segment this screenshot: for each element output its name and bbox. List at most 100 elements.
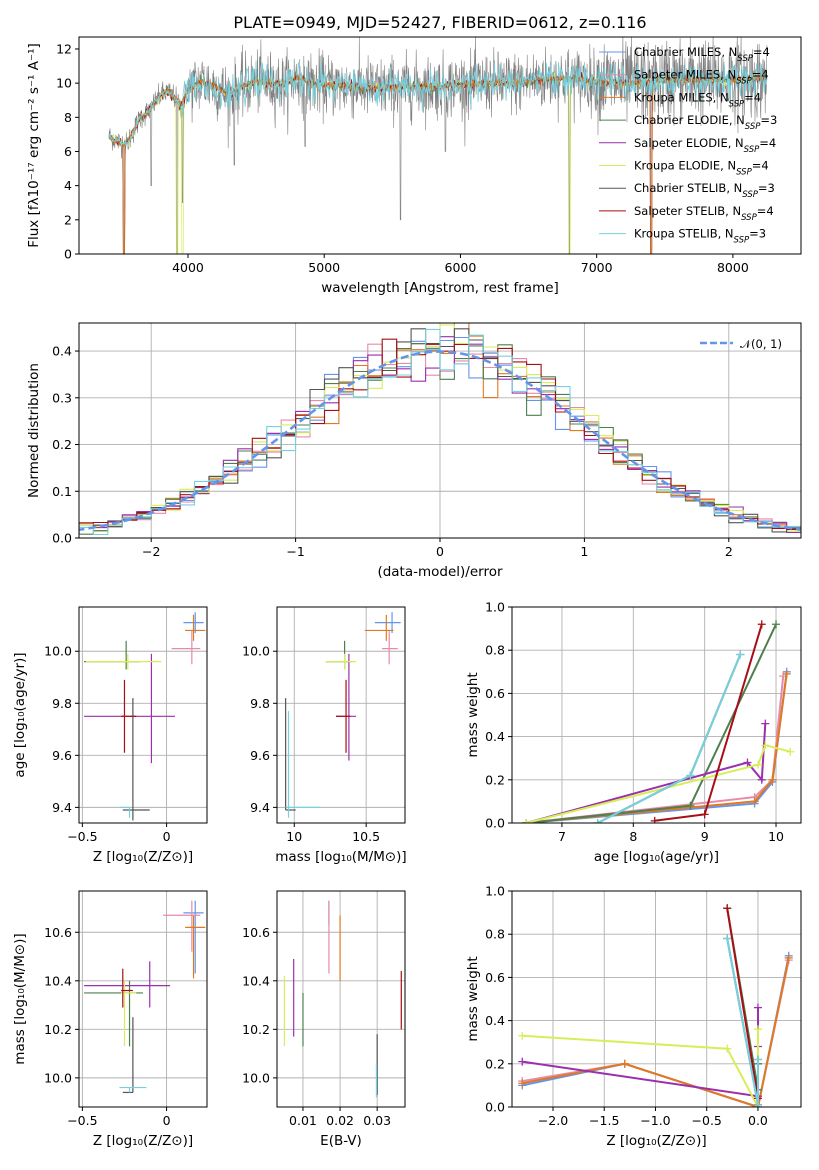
y-tick-label: 9.6 — [52, 748, 72, 763]
errorbar-salpeter-miles — [381, 630, 398, 665]
y-tick-label: 10.2 — [242, 1022, 270, 1037]
y-tick-label: 0.2 — [485, 772, 505, 787]
weight-marker-salpeter-elodie — [761, 719, 770, 728]
spectrum-panel: 4000 5000 6000 7000 8000 0 2 4 6 8 10 12 wavelength … — [26, 13, 802, 296]
y-tick-label: 0.8 — [485, 643, 505, 658]
y-tick-label: 9.8 — [250, 696, 270, 711]
weight-marker-kroupa-miles — [750, 797, 759, 806]
weight-marker-kroupa-elodie — [754, 760, 763, 769]
y-tick-label: 10.4 — [242, 973, 270, 988]
mass-weight-vs-z-xlabel: Z [log₁₀(Z/Z⊙)] — [606, 1133, 706, 1149]
x-tick-label: 10 — [768, 829, 784, 844]
mass-weight-vs-age-xlabel: age [log₁₀(age/yr)] — [594, 849, 719, 865]
errorbar-salpeter-miles — [171, 630, 201, 665]
legend-label-chabrier-stelib: Chabrier STELIB, NSSP=3 — [634, 181, 775, 200]
errorbar-kroupa-miles — [185, 915, 206, 979]
x-tick-label: 0 — [163, 829, 171, 844]
y-tick-label: 0.1 — [52, 484, 72, 499]
x-tick-label: 10.5 — [352, 829, 380, 844]
legend-label-chabrier-miles: Chabrier MILES, NSSP=4 — [634, 45, 770, 64]
errorbar-kroupa-miles — [364, 614, 394, 641]
spectrum-frame — [78, 36, 802, 255]
errorbar-salpeter-elodie — [84, 653, 175, 764]
y-tick-label: 10.0 — [44, 644, 72, 659]
mass-weight-vs-z-panel: −2.0 −1.5 −1.0 −0.5 0.0 0.0 0.2 0.4 0.6 0.8 1.0 Z [… — [465, 884, 802, 1149]
y-tick-label: 0.2 — [52, 437, 72, 452]
y-tick-label: 0.2 — [485, 1056, 505, 1071]
weight-marker-kroupa-miles — [784, 953, 793, 962]
legend-label-kroupa-miles: Kroupa MILES, NSSP=4 — [634, 90, 761, 109]
weight-marker-kroupa-elodie — [518, 1031, 527, 1040]
x-tick-label: −0.5 — [67, 829, 97, 844]
x-tick-label: 1 — [580, 544, 588, 559]
errorbar-chabrier-elodie — [84, 640, 140, 670]
mass-vs-ebv-panel: 0.01 0.02 0.03 10.0 10.2 10.4 10.6 E(B-V) — [242, 890, 406, 1149]
mass-weight-vs-z-ylabel: mass weight — [465, 956, 481, 1041]
legend-label-normal: 𝒩(0, 1) — [740, 337, 782, 351]
x-tick-label: 10 — [286, 829, 302, 844]
errorbar-kroupa-stelib — [119, 806, 131, 818]
weight-marker-kroupa-stelib — [753, 1100, 762, 1107]
x-tick-label: 8 — [629, 829, 637, 844]
errorbar-kroupa-miles — [185, 614, 206, 641]
weight-marker-salpeter-stelib — [700, 810, 709, 819]
y-tick-label: 10.6 — [242, 925, 270, 940]
x-tick-label: 0.02 — [326, 1113, 354, 1128]
errorbar-chabrier-stelib — [122, 1017, 134, 1094]
y-tick-label: 0.0 — [485, 1100, 505, 1115]
y-tick-label: 8 — [64, 110, 72, 125]
mass-vs-z-panel: −0.5 0 10.0 10.2 10.4 10.6 Z [log₁₀(Z/Z⊙)] mass… — [12, 890, 208, 1149]
weight-marker-salpeter-elodie — [743, 758, 752, 767]
legend-label-salpeter-miles: Salpeter MILES, NSSP=4 — [634, 68, 769, 87]
y-tick-label: 10.0 — [242, 1070, 270, 1085]
weight-marker-kroupa-stelib — [723, 934, 732, 943]
y-tick-label: 0.4 — [485, 729, 505, 744]
errorbar-salpeter-stelib — [121, 968, 133, 1008]
age-vs-z-ylabel: age [log₁₀(age/yr)] — [12, 652, 28, 777]
y-tick-label: 10.0 — [44, 1070, 72, 1085]
y-tick-label: 9.4 — [250, 800, 270, 815]
weight-line-kroupa-miles — [522, 957, 790, 1107]
age-vs-mass-xlabel: mass [log₁₀(M/M⊙)] — [275, 849, 406, 865]
x-tick-label: 7 — [558, 829, 566, 844]
weight-line-kroupa-miles — [526, 673, 788, 823]
legend-label-salpeter-elodie: Salpeter ELODIE, NSSP=4 — [634, 136, 776, 155]
x-tick-label: 0.0 — [748, 1113, 768, 1128]
mass-weight-vs-z-plot-area — [518, 904, 793, 1107]
residuals-frame — [78, 322, 802, 539]
spectrum-xlabel: wavelength [Angstrom, rest frame] — [321, 280, 559, 296]
weight-line-salpeter-stelib — [654, 624, 763, 822]
errorbar-kroupa-elodie — [325, 653, 357, 670]
x-tick-label: 0.03 — [363, 1113, 391, 1128]
errorbar-salpeter-elodie — [84, 961, 170, 1008]
x-tick-label: 9 — [701, 829, 709, 844]
errorbar-chabrier-stelib — [285, 698, 296, 811]
mass-vs-ebv-plot-area — [283, 900, 402, 1098]
weight-marker-salpeter-stelib — [650, 816, 659, 823]
mass-vs-z-ylabel: mass [log₁₀(M/M⊙)] — [12, 933, 28, 1064]
weight-marker-salpeter-elodie — [753, 1003, 762, 1012]
x-tick-label: 5000 — [308, 260, 340, 275]
weight-marker-kroupa-elodie — [723, 1044, 732, 1053]
y-tick-label: 1.0 — [485, 884, 505, 899]
mass-vs-z-xlabel: Z [log₁₀(Z/Z⊙)] — [93, 1133, 193, 1149]
mass-weight-vs-age-ylabel: mass weight — [465, 672, 481, 757]
weight-line-kroupa-elodie — [526, 744, 791, 823]
legend-label-chabrier-elodie: Chabrier ELODIE, NSSP=3 — [634, 113, 777, 132]
legend-label-kroupa-elodie: Kroupa ELODIE, NSSP=4 — [634, 159, 769, 178]
weight-marker-kroupa-stelib — [593, 819, 602, 823]
x-tick-label: 6000 — [445, 260, 477, 275]
y-tick-label: 4 — [64, 178, 72, 193]
weight-marker-salpeter-stelib — [723, 904, 732, 913]
y-tick-label: 10.4 — [44, 973, 72, 988]
x-tick-label: 7000 — [581, 260, 613, 275]
y-tick-label: 0.0 — [485, 816, 505, 831]
legend-label-kroupa-stelib: Kroupa STELIB, NSSP=3 — [634, 227, 766, 246]
weight-marker-kroupa-miles — [782, 669, 791, 678]
errorbar-chabrier-miles — [183, 900, 204, 974]
age-vs-mass-panel: 10 10.5 9.4 9.6 9.8 10.0 mass [log₁₀(M/M⊙)] — [242, 606, 407, 865]
y-tick-label: 9.6 — [250, 748, 270, 763]
y-tick-label: 10.0 — [242, 644, 270, 659]
y-tick-label: 10.6 — [44, 925, 72, 940]
y-tick-label: 2 — [64, 212, 72, 227]
